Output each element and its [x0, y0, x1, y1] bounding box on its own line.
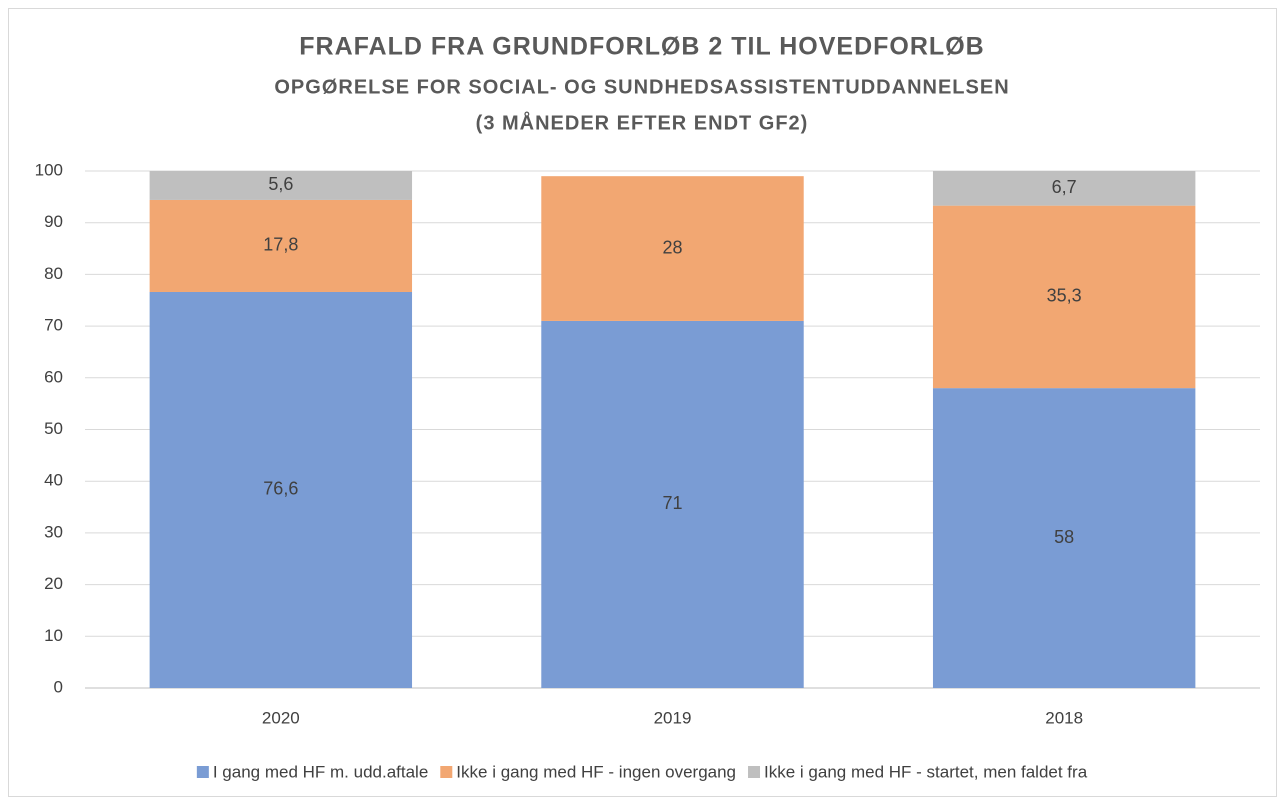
bar-segment [149, 291, 413, 688]
legend-swatch [748, 766, 761, 778]
chart-subtitle: (3 MÅNEDER EFTER ENDT GF2) [476, 110, 809, 134]
chart-title: FRAFALD FRA GRUNDFORLØB 2 TIL HOVEDFORLØ… [299, 33, 984, 61]
legend-swatch [440, 766, 453, 778]
bar-segment [932, 205, 1196, 389]
bar-segment [932, 171, 1196, 206]
bar-segment [541, 320, 804, 688]
data-label: 71 [662, 493, 682, 513]
y-tick-label: 100 [35, 160, 63, 179]
legend-label: Ikke i gang med HF - startet, men faldet… [764, 762, 1088, 781]
data-label: 35,3 [1047, 286, 1082, 306]
data-label: 6,7 [1052, 177, 1077, 197]
bar-segment [149, 199, 413, 292]
bar-segment [541, 176, 804, 321]
legend-swatch [196, 766, 209, 778]
y-tick-label: 40 [44, 471, 63, 490]
y-tick-label: 10 [44, 626, 63, 645]
data-label: 58 [1054, 527, 1074, 547]
data-label: 5,6 [268, 174, 293, 194]
x-tick-label: 2020 [262, 708, 300, 727]
data-label: 28 [662, 237, 682, 257]
y-tick-label: 80 [44, 264, 63, 283]
y-tick-label: 50 [44, 419, 63, 438]
y-tick-label: 90 [44, 212, 63, 231]
x-tick-label: 2018 [1045, 708, 1083, 727]
legend-label: Ikke i gang med HF - ingen overgang [456, 762, 736, 781]
x-tick-label: 2019 [654, 708, 692, 727]
y-tick-label: 20 [44, 574, 63, 593]
bar-segment [149, 171, 413, 200]
data-label: 17,8 [263, 235, 298, 255]
y-tick-label: 70 [44, 316, 63, 335]
y-tick-label: 0 [54, 677, 63, 696]
chart-subtitle: OPGØRELSE FOR SOCIAL- OG SUNDHEDSASSISTE… [274, 76, 1009, 98]
y-tick-label: 30 [44, 522, 63, 541]
bar-segment [932, 388, 1196, 688]
data-label: 76,6 [263, 479, 298, 499]
y-tick-label: 60 [44, 367, 63, 386]
legend-label: I gang med HF m. udd.aftale [213, 762, 428, 781]
